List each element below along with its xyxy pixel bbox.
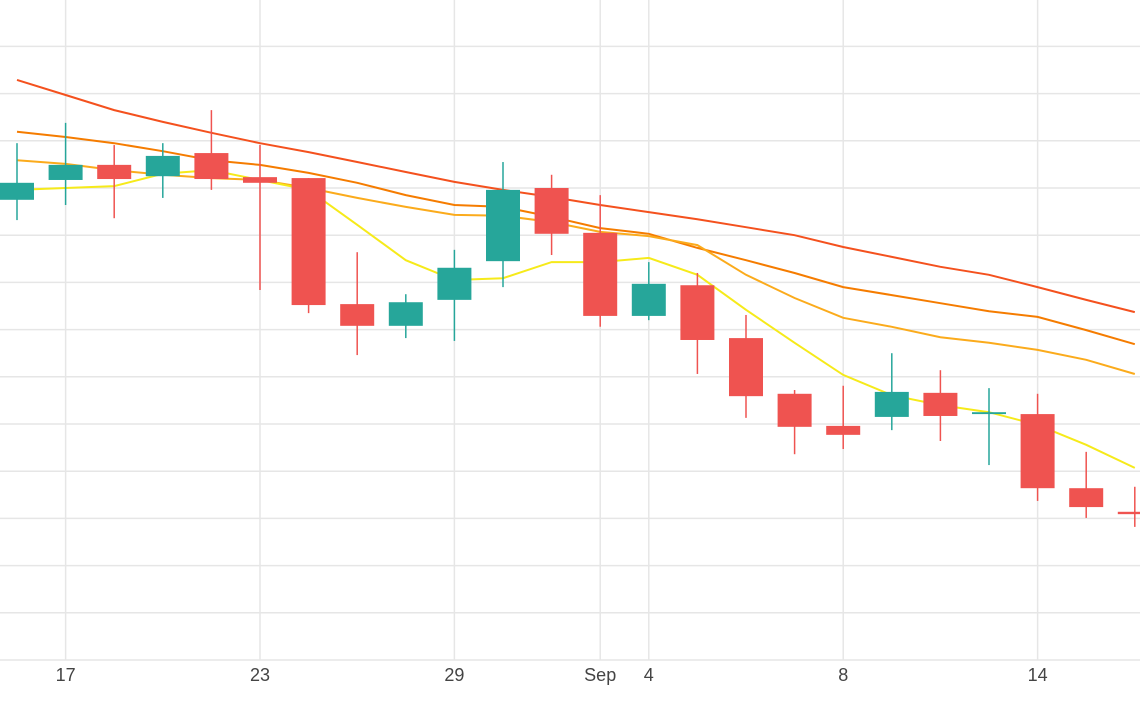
moving-average-line (16, 130, 1136, 346)
candle-body (340, 304, 375, 326)
moving-averages (16, 78, 1136, 469)
x-tick-label: 8 (838, 665, 848, 685)
candle-body (631, 283, 666, 316)
candle-body (826, 425, 861, 435)
moving-average-line (16, 78, 1136, 314)
candle-body (1117, 511, 1140, 515)
x-tick-label: 14 (1028, 665, 1048, 685)
candle-body (486, 189, 520, 262)
candle-body (243, 177, 277, 183)
x-axis-labels: 17 23 29 Sep 4 8 14 (56, 665, 1048, 685)
candle-body (48, 164, 83, 180)
candle-body (680, 285, 715, 340)
candles (0, 110, 1140, 527)
x-tick-label: 29 (444, 665, 464, 685)
candle-body (194, 153, 229, 180)
candle-body (874, 391, 909, 417)
candle-body (583, 232, 618, 316)
candle-body (729, 338, 763, 397)
candle-body (1069, 488, 1104, 508)
grid (0, 0, 1140, 661)
candle-body (1020, 414, 1055, 489)
candle-body (972, 412, 1006, 415)
x-tick-label: Sep (584, 665, 616, 685)
candle-body (97, 164, 132, 180)
candle-body (777, 393, 812, 427)
candle-body (145, 155, 180, 177)
candle-body (388, 302, 423, 326)
moving-average-line (16, 159, 1136, 375)
candle-body (0, 182, 34, 200)
candle-body (923, 392, 958, 416)
candle-body (437, 267, 472, 300)
x-tick-label: 23 (250, 665, 270, 685)
x-tick-label: 4 (644, 665, 654, 685)
x-tick-label: 17 (56, 665, 76, 685)
candle-body (534, 188, 569, 234)
candle-body (291, 178, 326, 306)
moving-average-line (16, 169, 1136, 469)
